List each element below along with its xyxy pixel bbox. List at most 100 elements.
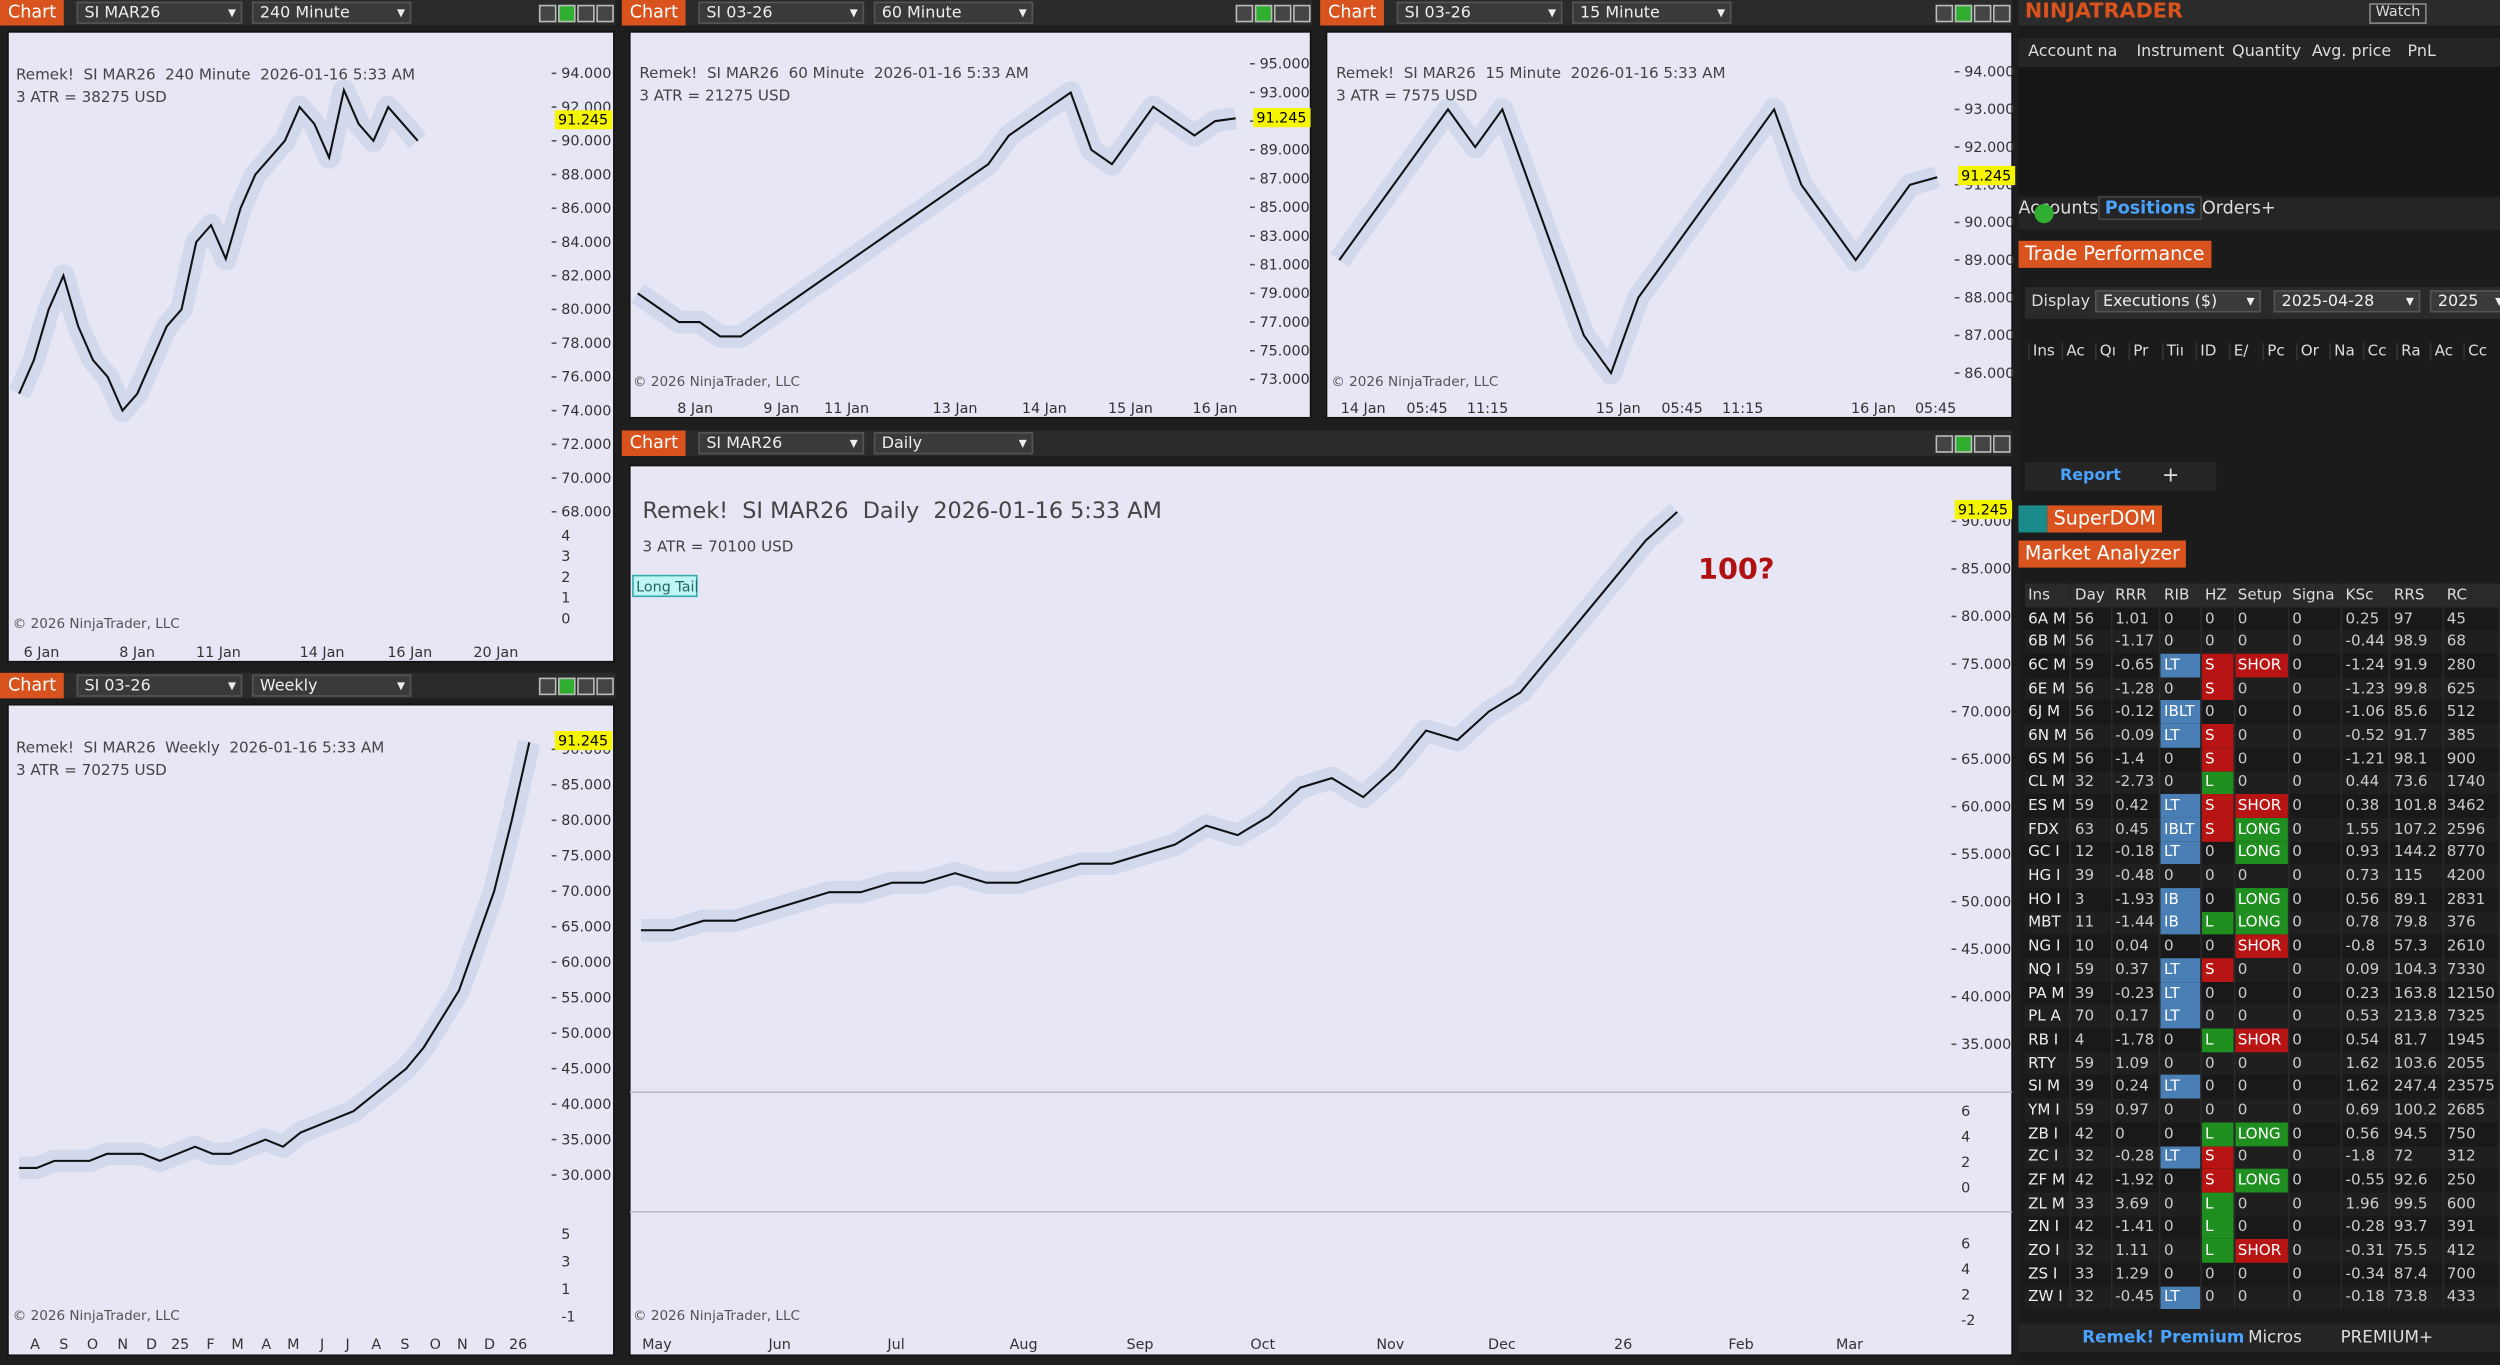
analyzer-row[interactable]: ZB I 42 0 0 L LONG 0 0.56 94.5 750: [2024, 1122, 2500, 1146]
window-button[interactable]: [1992, 4, 2011, 23]
window-button[interactable]: [1293, 4, 1311, 23]
indicator-tick-label: 4: [1961, 1130, 1970, 1146]
window-button[interactable]: [538, 677, 557, 696]
analyzer-row[interactable]: HO I 3 -1.93 IB 0 LONG 0 0.56 89.1 2831: [2024, 887, 2500, 912]
analyzer-row[interactable]: HG I 39 -0.48 0 0 0 0 0.73 115 4200: [2024, 864, 2500, 888]
analyzer-row[interactable]: 6E M 56 -1.28 0 S 0 0 -1.23 99.8 625: [2024, 677, 2500, 701]
analyzer-cell: 11: [2070, 911, 2112, 935]
add-tab[interactable]: +: [2161, 463, 2180, 488]
window-button[interactable]: [1273, 4, 1292, 23]
analyzer-row[interactable]: RTY 59 1.09 0 0 0 0 1.62 103.6 2055: [2024, 1051, 2500, 1076]
analyzer-cell: -1.44: [2111, 911, 2161, 935]
positions-tab[interactable]: Orders: [2201, 197, 2261, 219]
date-from[interactable]: 2025-04-28: [2273, 290, 2421, 314]
window-button[interactable]: [1992, 435, 2011, 453]
analyzer-cell: 0.73: [2341, 864, 2391, 888]
analyzer-cell: HG I: [2024, 864, 2072, 888]
bottom-tab[interactable]: Remek! Premium: [2082, 1328, 2245, 1348]
window-button[interactable]: [558, 4, 576, 23]
analyzer-cell: L: [2201, 1192, 2235, 1216]
x-tick-label: Jun: [767, 1337, 790, 1353]
display-dropdown[interactable]: Executions ($): [2095, 290, 2261, 314]
instrument-dropdown[interactable]: SI 03-26: [1396, 1, 1563, 26]
instrument-dropdown[interactable]: SI 03-26: [698, 1, 865, 26]
window-button[interactable]: [577, 677, 595, 696]
analyzer-cell: 70: [2070, 1005, 2112, 1029]
analyzer-row[interactable]: 6A M 56 1.01 0 0 0 0 0.25 97 45: [2024, 606, 2500, 631]
analyzer-cell: S: [2201, 653, 2235, 678]
window-button[interactable]: [577, 4, 595, 23]
analyzer-cell: 107.2: [2389, 817, 2444, 842]
x-tick-label: A: [261, 1337, 271, 1353]
analyzer-row[interactable]: 6J M 56 -0.12 IBLT 0 0 0 -1.06 85.6 512: [2024, 700, 2500, 725]
window-button[interactable]: [596, 4, 614, 23]
analyzer-row[interactable]: ZF M 42 -1.92 0 S LONG 0 -0.55 92.6 250: [2024, 1168, 2500, 1193]
interval-dropdown[interactable]: 240 Minute: [251, 1, 412, 26]
indicator-tick-label: -1: [561, 1310, 575, 1326]
analyzer-row[interactable]: MBT 11 -1.44 IB L LONG 0 0.78 79.8 376: [2024, 911, 2500, 935]
analyzer-row[interactable]: PL A 70 0.17 LT 0 0 0 0.53 213.8 7325: [2024, 1005, 2500, 1029]
window-button[interactable]: [1973, 4, 1992, 23]
analyzer-cell: 0: [2288, 1005, 2343, 1029]
date-to[interactable]: 2025: [2429, 290, 2500, 314]
interval-dropdown[interactable]: Weekly: [251, 674, 412, 698]
analyzer-cell: 33: [2070, 1192, 2112, 1216]
bottom-tab[interactable]: Micros: [2248, 1328, 2302, 1348]
analyzer-cell: S: [2201, 1145, 2235, 1169]
y-tick-label: 84.000: [561, 235, 611, 251]
analyzer-row[interactable]: PA M 39 -0.23 LT 0 0 0 0.23 163.8 12150: [2024, 981, 2500, 1006]
analyzer-row[interactable]: 6S M 56 -1.4 0 S 0 0 -1.21 98.1 900: [2024, 747, 2500, 771]
window-button[interactable]: [558, 677, 576, 696]
positions-tab[interactable]: Positions: [2098, 196, 2202, 221]
analyzer-row[interactable]: SI M 39 0.24 LT 0 0 0 1.62 247.4 23575: [2024, 1075, 2500, 1099]
chart-tab[interactable]: Chart: [1320, 0, 1385, 26]
analyzer-row[interactable]: ZW I 32 -0.45 LT 0 0 0 -0.18 73.8 433: [2024, 1286, 2500, 1310]
interval-dropdown[interactable]: Daily: [873, 432, 1034, 456]
analyzer-row[interactable]: RB I 4 -1.78 0 L SHOR 0 0.54 81.7 1945: [2024, 1028, 2500, 1052]
window-button[interactable]: [1235, 4, 1254, 23]
analyzer-row[interactable]: ZC I 32 -0.28 LT S 0 0 -1.8 72 312: [2024, 1145, 2500, 1169]
window-button[interactable]: [1954, 4, 1973, 23]
analyzer-row[interactable]: NG I 10 0.04 0 0 SHOR 0 -0.8 57.3 2610: [2024, 934, 2500, 959]
analyzer-row[interactable]: ZL M 33 3.69 0 L 0 0 1.96 99.5 600: [2024, 1192, 2500, 1216]
report-tab[interactable]: Report: [2059, 467, 2121, 485]
window-button[interactable]: [538, 4, 557, 23]
watch-button[interactable]: Watch: [2369, 3, 2427, 24]
window-button[interactable]: [1254, 4, 1273, 23]
analyzer-cell: 700: [2442, 1262, 2500, 1287]
analyzer-row[interactable]: FDX 63 0.45 IBLT S LONG 0 1.55 107.2 2596: [2024, 817, 2500, 842]
instrument-dropdown[interactable]: SI MAR26: [698, 432, 865, 456]
chart-tab[interactable]: Chart: [0, 672, 65, 699]
analyzer-cell: 89.1: [2389, 887, 2444, 912]
analyzer-cell: 0: [2160, 864, 2202, 888]
positions-tab[interactable]: Accounts: [2018, 197, 2099, 219]
analyzer-row[interactable]: 6B M 56 -1.17 0 0 0 0 -0.44 98.9 68: [2024, 630, 2500, 654]
x-tick-label: 8 Jan: [119, 645, 155, 661]
chart-tab[interactable]: Chart: [621, 0, 686, 26]
y-tick-label: 81.000: [1260, 257, 1310, 273]
analyzer-row[interactable]: ZO I 32 1.11 0 L SHOR 0 -0.31 75.5 412: [2024, 1239, 2500, 1263]
analyzer-row[interactable]: 6C M 59 -0.65 LT S SHOR 0 -1.24 91.9 280: [2024, 653, 2500, 678]
analyzer-row[interactable]: NQ I 59 0.37 LT S 0 0 0.09 104.3 7330: [2024, 958, 2500, 982]
window-button[interactable]: [1973, 435, 1992, 453]
positions-tab[interactable]: +: [2260, 197, 2276, 219]
analyzer-row[interactable]: 6N M 56 -0.09 LT S 0 0 -0.52 91.7 385: [2024, 724, 2500, 748]
analyzer-row[interactable]: ES M 59 0.42 LT S SHOR 0 0.38 101.8 3462: [2024, 794, 2500, 818]
analyzer-row[interactable]: ZS I 33 1.29 0 0 0 0 -0.34 87.4 700: [2024, 1262, 2500, 1287]
analyzer-row[interactable]: GC I 12 -0.18 LT 0 LONG 0 0.93 144.2 8770: [2024, 841, 2500, 865]
interval-dropdown[interactable]: 60 Minute: [873, 1, 1034, 26]
analyzer-row[interactable]: ZN I 42 -1.41 0 L 0 0 -0.28 93.7 391: [2024, 1215, 2500, 1240]
analyzer-row[interactable]: YM I 59 0.97 0 0 0 0 0.69 100.2 2685: [2024, 1098, 2500, 1123]
chart-tab[interactable]: Chart: [621, 430, 686, 456]
window-button[interactable]: [596, 677, 614, 696]
chart-tab[interactable]: Chart: [0, 0, 65, 26]
instrument-dropdown[interactable]: SI 03-26: [76, 674, 243, 698]
window-button[interactable]: [1954, 435, 1973, 453]
bottom-tab[interactable]: PREMIUM+: [2340, 1328, 2433, 1348]
instrument-dropdown[interactable]: SI MAR26: [76, 1, 243, 26]
interval-dropdown[interactable]: 15 Minute: [1572, 1, 1732, 26]
analyzer-row[interactable]: CL M 32 -2.73 0 L 0 0 0.44 73.6 1740: [2024, 770, 2500, 795]
y-tick-label: 45.000: [561, 1061, 611, 1077]
window-button[interactable]: [1935, 435, 1954, 453]
window-button[interactable]: [1935, 4, 1954, 23]
